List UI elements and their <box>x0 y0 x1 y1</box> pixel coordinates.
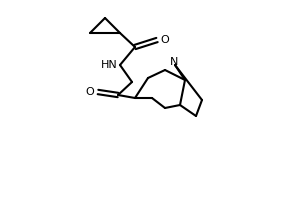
Text: O: O <box>160 35 169 45</box>
Text: N: N <box>170 57 178 67</box>
Text: O: O <box>85 87 94 97</box>
Text: HN: HN <box>101 60 118 70</box>
